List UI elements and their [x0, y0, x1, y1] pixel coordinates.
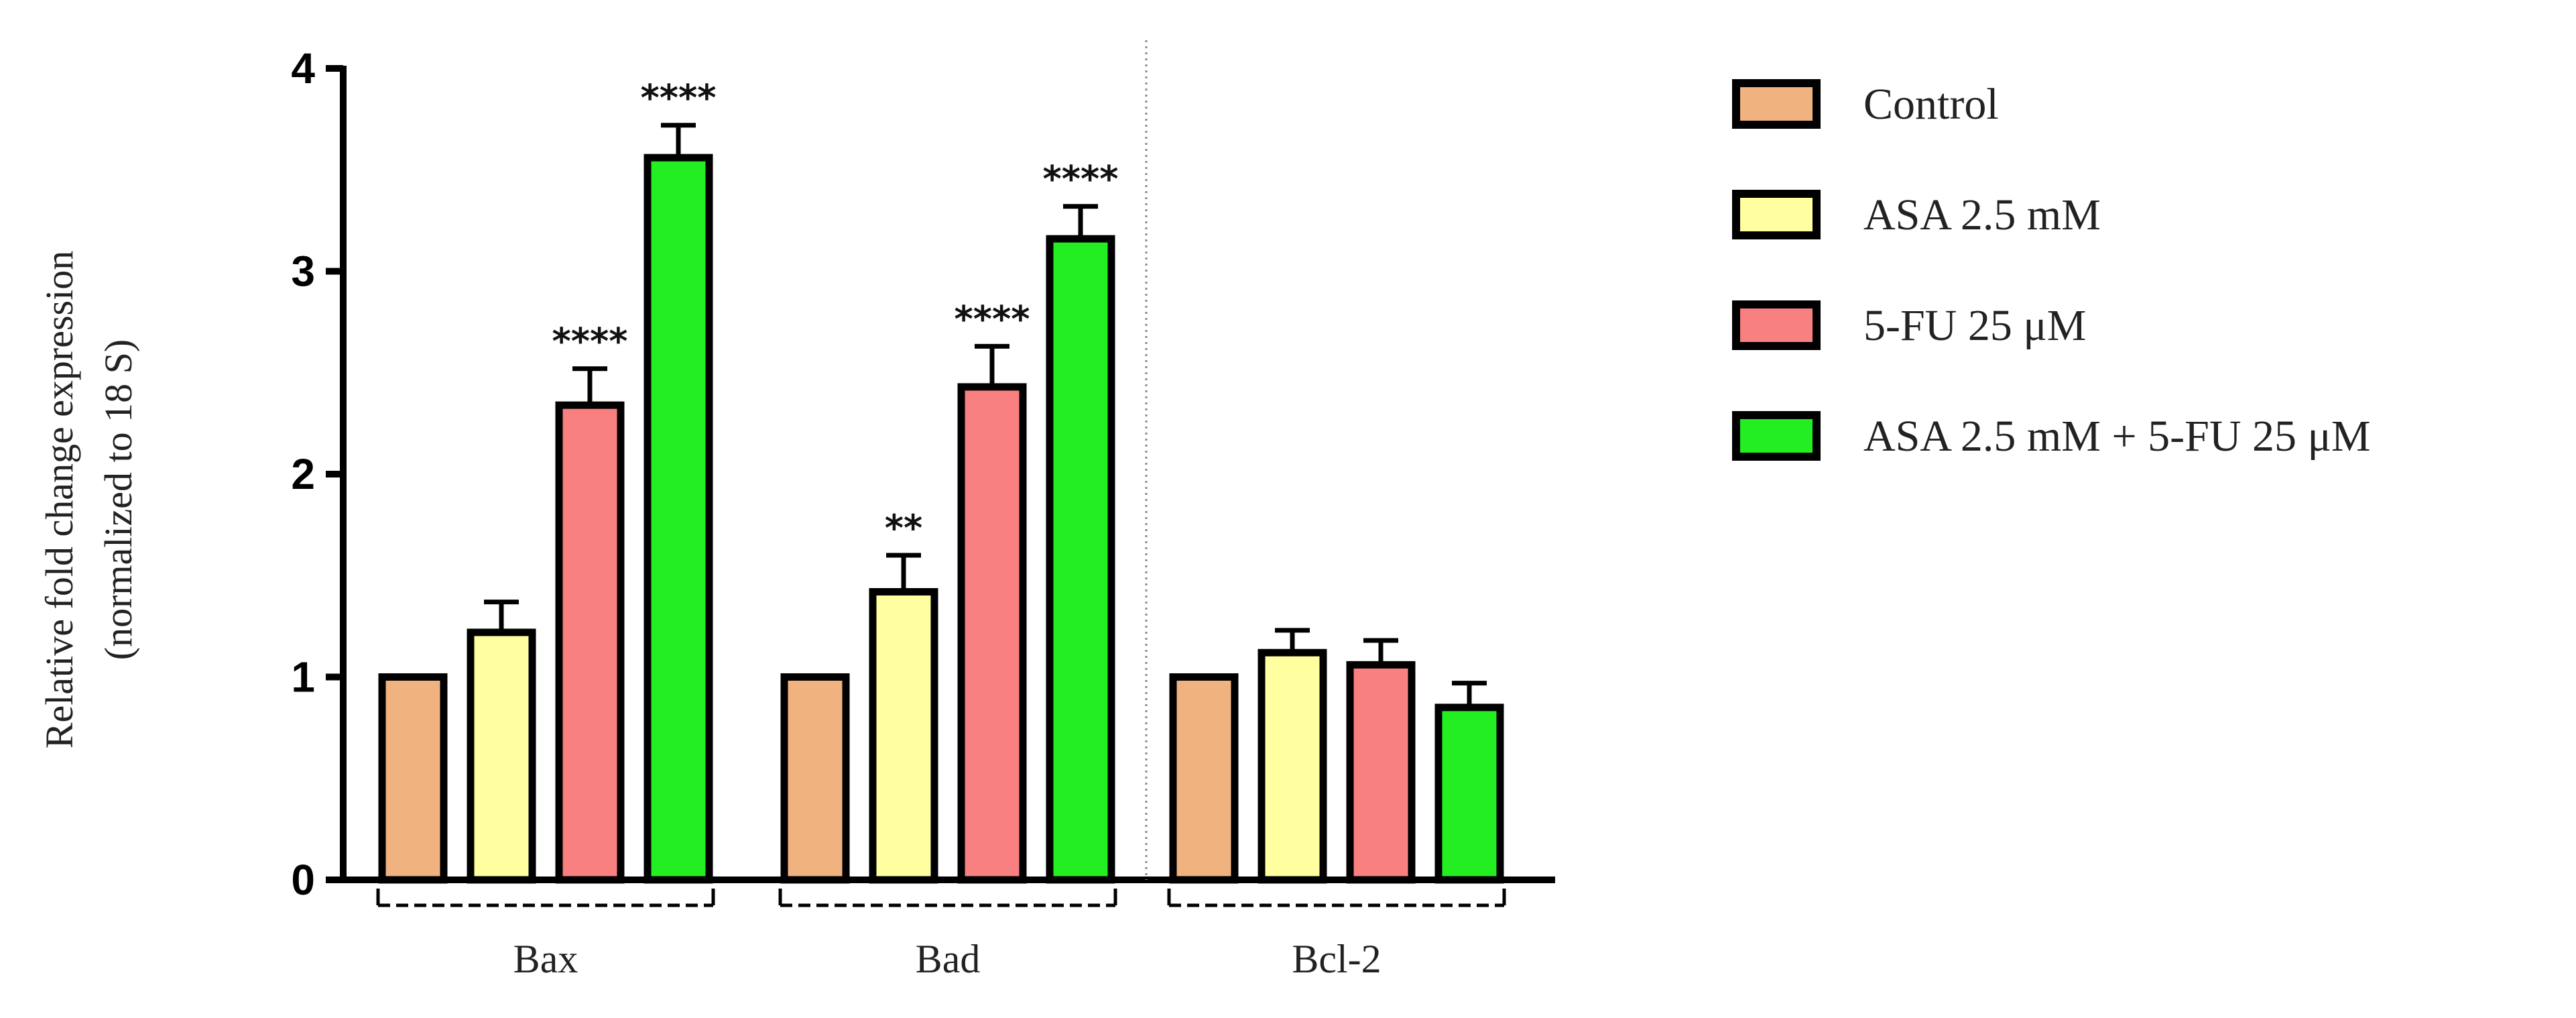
y-axis-title-line1: Relative fold change expression — [38, 251, 81, 748]
y-tick-label: 4 — [291, 44, 315, 93]
significance-label: **** — [641, 77, 717, 119]
significance-label: **** — [1043, 158, 1119, 201]
x-category-label: Bcl-2 — [1292, 937, 1381, 981]
legend-swatch — [1732, 411, 1821, 461]
bar — [1169, 673, 1239, 884]
bar — [467, 628, 536, 884]
bar — [1346, 661, 1416, 884]
significance-label: ** — [885, 507, 922, 549]
bar — [1046, 235, 1115, 884]
bar — [957, 383, 1027, 884]
significance-label: **** — [552, 321, 628, 363]
legend-label: Control — [1863, 80, 1999, 129]
y-axis-title-line2: (normalized to 18 S) — [97, 339, 140, 660]
significance-label: **** — [955, 298, 1030, 340]
bar — [1258, 648, 1327, 884]
legend-label: ASA 2.5 mM — [1863, 190, 2101, 239]
y-tick-label: 2 — [291, 450, 315, 498]
legend: Control ASA 2.5 mM 5-FU 25 μM ASA 2.5 mM + … — [1732, 79, 2371, 461]
y-axis-title: Relative fold change expression (normali… — [38, 251, 140, 748]
bar — [1434, 703, 1504, 884]
x-category-label: Bax — [513, 937, 578, 981]
y-tick-label: 1 — [291, 653, 315, 701]
bar — [378, 673, 448, 884]
y-tick-label: 3 — [291, 247, 315, 296]
x-category-label: Bad — [916, 937, 981, 981]
legend-swatch — [1732, 300, 1821, 350]
legend-swatch — [1732, 190, 1821, 239]
legend-label: ASA 2.5 mM + 5-FU 25 μM — [1863, 412, 2371, 461]
bar — [869, 587, 938, 884]
bar — [555, 401, 625, 884]
bar — [780, 673, 850, 884]
bar — [643, 154, 713, 884]
y-tick-label: 0 — [291, 856, 315, 904]
legend-swatch — [1732, 79, 1821, 129]
legend-label: 5-FU 25 μM — [1863, 301, 2086, 350]
